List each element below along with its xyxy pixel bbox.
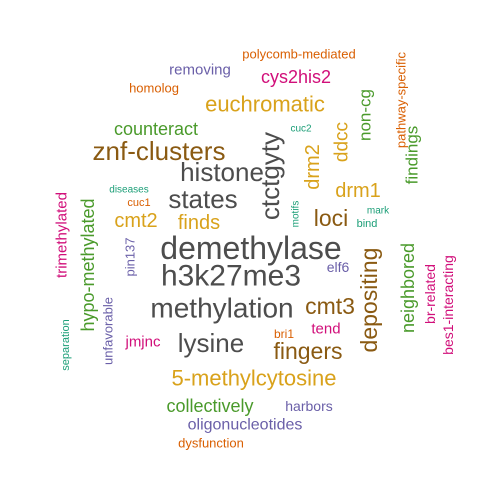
word-pathway-specific: pathway-specific [394, 51, 409, 148]
word-mark: mark [367, 206, 390, 217]
word-ddcc: ddcc [332, 122, 353, 162]
word-drm1: drm1 [335, 180, 381, 202]
word-cys2his2: cys2his2 [261, 67, 331, 87]
word-pin137: pin137 [123, 237, 138, 276]
word-br-related: br-related [422, 264, 438, 324]
word-homolog: homolog [129, 81, 179, 96]
word-bind: bind [357, 218, 378, 230]
word-separation: separation [60, 319, 72, 370]
word-znf-clusters: znf-clusters [93, 136, 226, 166]
word-tend: tend [311, 321, 340, 338]
word-bri1: bri1 [274, 327, 294, 341]
word-5-methylcytosine: 5-methylcytosine [171, 366, 336, 391]
word-depositing: depositing [356, 248, 382, 353]
word-cmt3: cmt3 [305, 293, 355, 319]
word-demethylase: demethylase [160, 230, 341, 266]
word-euchromatic: euchromatic [205, 92, 325, 117]
word-states: states [168, 184, 237, 214]
word-non-cg: non-cg [356, 89, 375, 141]
word-elf6: elf6 [327, 259, 350, 275]
word-unfavorable: unfavorable [101, 297, 116, 365]
word-neighbored: neighbored [398, 243, 418, 333]
word-lysine: lysine [178, 328, 244, 358]
word-jmjnc: jmjnc [124, 334, 161, 351]
word-counteract: counteract [114, 119, 198, 139]
word-h3k27me3: h3k27me3 [161, 260, 301, 293]
word-loci: loci [314, 205, 349, 231]
word-dysfunction: dysfunction [178, 436, 244, 451]
word-collectively: collectively [166, 396, 253, 416]
word-cuc1: cuc1 [127, 197, 150, 209]
word-trimethylated: trimethylated [54, 192, 71, 278]
word-histone: histone [180, 157, 264, 187]
word-motifs: motifs [291, 201, 302, 228]
word-hypo-methylated: hypo-methylated [78, 198, 98, 331]
word-ctctgyty: ctctgyty [255, 132, 285, 220]
word-finds: finds [178, 212, 220, 234]
word-removing: removing [169, 62, 231, 79]
word-bes1-interacting: bes1-interacting [440, 255, 456, 355]
word-findings: findings [403, 126, 422, 185]
word-cmt2: cmt2 [114, 210, 157, 232]
word-oligonucleotides: oligonucleotides [188, 417, 303, 434]
word-drm2: drm2 [302, 144, 324, 190]
word-polycomb-mediated: polycomb-mediated [242, 47, 355, 62]
word-cuc2: cuc2 [290, 124, 312, 135]
word-diseases: diseases [109, 185, 148, 196]
word-methylation: methylation [150, 293, 293, 324]
word-harbors: harbors [285, 398, 332, 414]
word-fingers: fingers [273, 338, 342, 364]
